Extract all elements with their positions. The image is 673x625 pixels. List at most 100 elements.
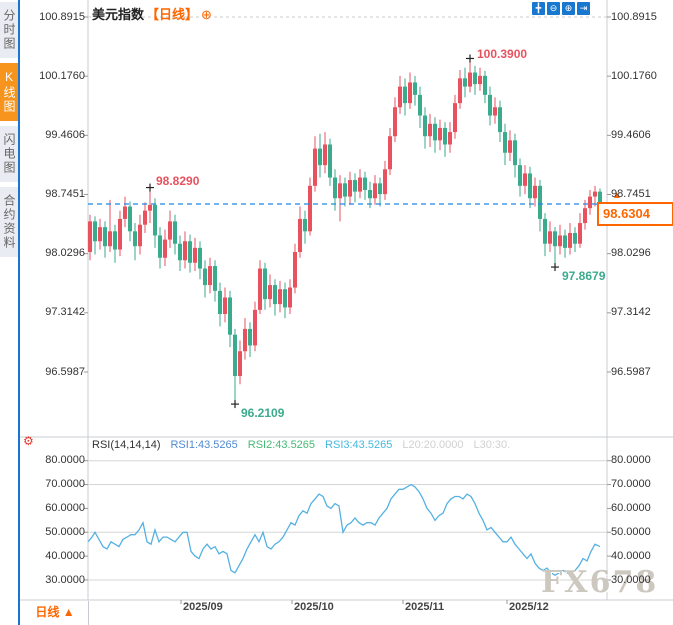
- price-axis-label: 98.0296: [45, 247, 85, 260]
- price-axis-label: 96.5987: [45, 365, 85, 378]
- candle: [568, 223, 572, 255]
- rsi-axis-label: 60.0000: [45, 501, 85, 514]
- candle: [288, 279, 292, 315]
- candle: [323, 132, 327, 174]
- candle: [458, 70, 462, 109]
- jump-latest-icon[interactable]: ⇥: [577, 2, 590, 15]
- candle: [433, 117, 437, 153]
- candle: [498, 100, 502, 143]
- candle: [338, 175, 342, 222]
- candle: [373, 175, 377, 205]
- candle: [473, 65, 477, 95]
- candle: [488, 86, 492, 126]
- rsi-line: [87, 483, 601, 577]
- candle: [553, 227, 557, 268]
- candle: [258, 260, 262, 315]
- candle: [403, 78, 407, 116]
- candle: [268, 274, 272, 308]
- candle: [238, 340, 242, 385]
- candle: [378, 177, 382, 207]
- candle: [198, 241, 202, 280]
- candle: [178, 235, 182, 272]
- candle: [318, 133, 322, 178]
- chart-settings-icon[interactable]: ⊕: [201, 7, 212, 22]
- rsi-axis-label: 70.0000: [45, 478, 85, 491]
- candle: [143, 202, 147, 233]
- candle: [538, 180, 542, 232]
- candle: [263, 262, 267, 310]
- candle: [93, 216, 97, 255]
- low-annotation: 97.8679: [562, 269, 606, 283]
- rsi-l30-value: L30:30.: [473, 439, 511, 451]
- rsi-axis-label: 40.0000: [611, 549, 651, 562]
- candle: [358, 169, 362, 199]
- candle: [303, 210, 307, 244]
- candle: [183, 231, 187, 269]
- candle: [573, 227, 577, 252]
- rsi-header: RSI(14,14,14) RSI1:43.5265 RSI2:43.5265 RSI…: [92, 439, 520, 451]
- candle: [428, 113, 432, 147]
- pan-icon[interactable]: ╋: [532, 2, 545, 15]
- sidebar-item-lightning-chart[interactable]: 闪电图: [0, 126, 18, 182]
- price-axis-label: 98.7451: [45, 188, 85, 200]
- high-annotation: 100.3900: [477, 47, 528, 61]
- high-annotation: 98.8290: [156, 174, 200, 188]
- price-axis-label: 96.5987: [611, 365, 651, 378]
- candle: [113, 224, 117, 263]
- candle: [213, 260, 217, 302]
- candle: [233, 328, 237, 405]
- price-axis-label: 97.3142: [611, 306, 651, 319]
- chart-toolbar: ╋ ⊖ ⊕ ⇥: [532, 2, 590, 15]
- rsi-l20-value: L20:20.0000: [402, 439, 464, 451]
- rsi-axis-label: 50.0000: [45, 525, 85, 538]
- candle: [493, 97, 497, 124]
- price-axis-label: 100.8915: [611, 10, 657, 23]
- low-annotation: 96.2109: [241, 406, 285, 420]
- price-axis-label: 98.7451: [611, 188, 651, 200]
- watermark: FX678: [541, 565, 659, 600]
- candle: [248, 322, 252, 358]
- candle: [158, 227, 162, 269]
- candle: [313, 136, 317, 192]
- zoom-out-icon[interactable]: ⊖: [547, 2, 560, 15]
- candle: [208, 257, 212, 294]
- candle: [148, 187, 152, 224]
- candle: [438, 119, 442, 151]
- period-tab-daily[interactable]: 日线 ▲: [22, 601, 89, 625]
- rsi-settings-icon[interactable]: ⚙: [23, 434, 34, 448]
- price-axis-label: 100.1760: [39, 69, 85, 82]
- sidebar: 分时图 K线图 闪电图 合约资料: [0, 0, 20, 625]
- rsi-axis-label: 80.0000: [45, 454, 85, 467]
- candle: [393, 97, 397, 143]
- candle: [383, 161, 387, 200]
- candle: [353, 173, 357, 203]
- candle: [448, 122, 452, 153]
- sidebar-item-candlestick-chart[interactable]: K线图: [0, 63, 18, 121]
- candle: [408, 72, 412, 109]
- candle: [363, 171, 367, 200]
- candle: [228, 290, 232, 348]
- rsi1-value: RSI1:43.5265: [170, 439, 238, 451]
- sidebar-item-contract-info[interactable]: 合约资料: [0, 187, 18, 257]
- candle: [173, 214, 177, 255]
- price-axis-label: 100.8915: [39, 10, 85, 23]
- zoom-in-icon[interactable]: ⊕: [562, 2, 575, 15]
- candle: [293, 243, 297, 294]
- candle: [278, 280, 282, 313]
- candle: [283, 282, 287, 319]
- candle: [543, 213, 547, 257]
- candle: [483, 70, 487, 104]
- candle: [108, 199, 112, 252]
- sidebar-item-timeline-chart[interactable]: 分时图: [0, 2, 18, 58]
- candle: [523, 165, 527, 195]
- candle: [453, 94, 457, 139]
- rsi-axis-label: 50.0000: [611, 525, 651, 538]
- rsi-axis-label: 40.0000: [45, 549, 85, 562]
- candle: [513, 133, 517, 178]
- candle: [243, 318, 247, 360]
- x-axis-label: 2025/10: [294, 601, 334, 613]
- candle: [548, 221, 552, 252]
- candle: [343, 177, 347, 207]
- candle: [508, 130, 512, 162]
